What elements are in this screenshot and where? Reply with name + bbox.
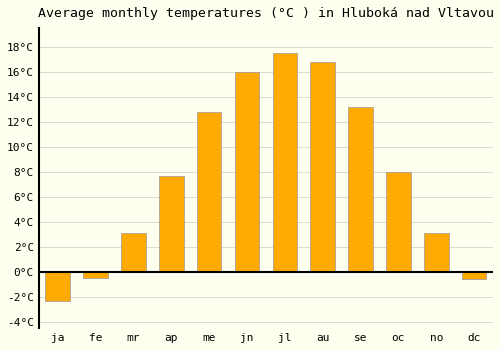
Bar: [424, 233, 448, 272]
Bar: [272, 53, 297, 272]
Bar: [84, 272, 108, 278]
Bar: [121, 233, 146, 272]
Bar: [462, 272, 486, 279]
Title: Average monthly temperatures (°C ) in Hluboká nad Vltavou: Average monthly temperatures (°C ) in Hl…: [38, 7, 494, 20]
Bar: [348, 107, 373, 272]
Bar: [234, 72, 260, 272]
Bar: [197, 112, 222, 272]
Bar: [386, 172, 410, 272]
Bar: [46, 272, 70, 301]
Bar: [159, 176, 184, 272]
Bar: [310, 62, 335, 272]
